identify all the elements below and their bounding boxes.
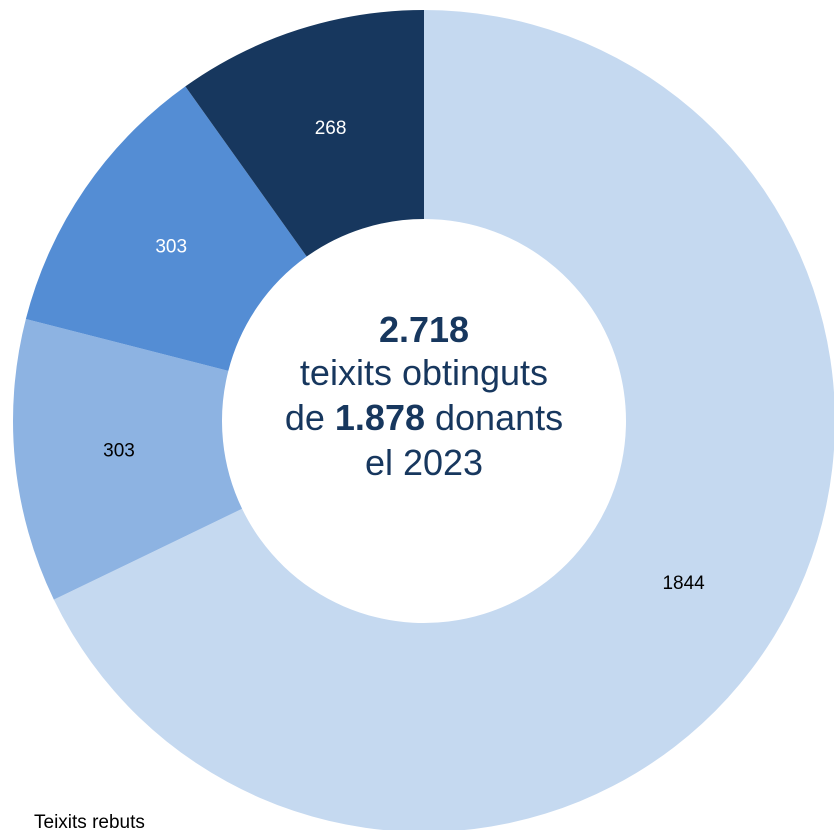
center-line-1: teixits obtinguts xyxy=(299,352,549,393)
donut-slice-2 xyxy=(12,318,243,600)
donut-slice-3 xyxy=(25,86,307,371)
center-line-2-prefix: de xyxy=(284,397,335,438)
center-line-2-suffix: donants xyxy=(425,397,564,438)
center-total-value: 2.718 xyxy=(378,309,470,350)
center-donors-value: 1.878 xyxy=(334,397,425,438)
donut-slice-4 xyxy=(185,10,424,257)
legend-text: Teixits rebuts xyxy=(34,812,145,833)
donut-slices xyxy=(12,10,834,830)
center-summary: 2.718 teixits obtinguts de 1.878 donants… xyxy=(232,310,616,485)
center-line-3: el 2023 xyxy=(364,442,484,483)
data-label-1: 1844 xyxy=(662,573,705,594)
center-line-2: de 1.878 donants xyxy=(232,395,616,440)
data-label-2: 303 xyxy=(103,440,135,461)
data-label-3: 303 xyxy=(155,237,187,258)
donut-data-labels: 1844 303 303 268 xyxy=(103,118,705,594)
data-label-4: 268 xyxy=(315,118,347,139)
donut-slice-1 xyxy=(53,10,834,830)
